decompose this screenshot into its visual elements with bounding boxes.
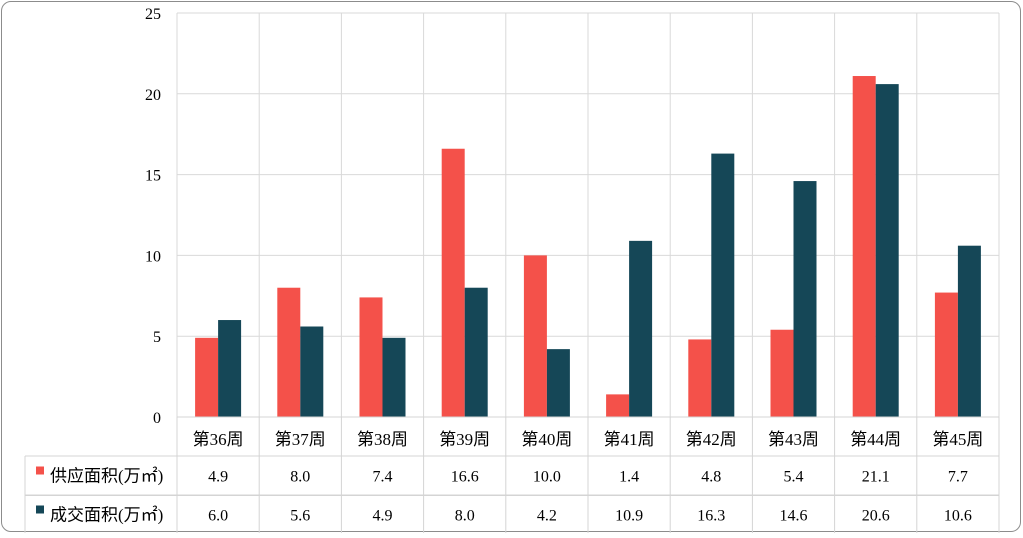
- bar-deal-5: [629, 240, 653, 417]
- data-cell: 16.3: [697, 508, 725, 525]
- bar-supply-4: [523, 255, 547, 417]
- data-cell: 5.4: [784, 469, 804, 486]
- x-category-label: 第39周: [439, 430, 490, 449]
- data-cell: 8.0: [290, 469, 310, 486]
- x-category-label: 第44周: [850, 430, 901, 449]
- data-cell: 21.1: [862, 469, 890, 486]
- bars: [195, 76, 981, 418]
- bar-deal-0: [218, 320, 242, 417]
- x-category-label: 第43周: [768, 430, 819, 449]
- bar-supply-9: [934, 292, 958, 417]
- x-category-label: 第36周: [193, 430, 244, 449]
- bar-deal-1: [300, 326, 324, 417]
- bar-supply-3: [441, 148, 465, 417]
- x-category-label: 第37周: [275, 430, 326, 449]
- bar-supply-0: [195, 337, 219, 417]
- data-cell: 4.8: [701, 469, 721, 486]
- data-cell: 14.6: [780, 508, 808, 525]
- bar-deal-8: [875, 84, 899, 417]
- data-cell: 7.7: [948, 469, 968, 486]
- y-tick-label: 10: [145, 248, 161, 265]
- legend-key-supply: [36, 466, 44, 475]
- data-cell: 7.4: [373, 469, 393, 486]
- bar-deal-3: [464, 287, 488, 417]
- legend-label-deal: 成交面积(万㎡): [50, 506, 163, 525]
- y-tick-label: 25: [145, 6, 161, 23]
- y-tick-label: 5: [153, 329, 161, 346]
- x-category-label: 第41周: [604, 430, 655, 449]
- data-cell: 4.9: [208, 469, 228, 486]
- data-cell: 4.2: [537, 508, 557, 525]
- bar-supply-8: [852, 76, 876, 418]
- data-cell: 8.0: [455, 508, 475, 525]
- data-cell: 1.4: [619, 469, 639, 486]
- x-category-label: 第38周: [357, 430, 408, 449]
- bar-supply-6: [688, 339, 712, 417]
- legend-label-supply: 供应面积(万㎡): [50, 467, 163, 486]
- bar-deal-7: [793, 181, 817, 417]
- bar-supply-2: [359, 297, 383, 417]
- bar-supply-1: [277, 287, 301, 417]
- x-category-label: 第40周: [521, 430, 572, 449]
- data-table: 第36周 第37周 第38周 第39周 第40周 第41周 第42周 第43周 第44周 第45周…: [24, 416, 1000, 534]
- bar-deal-4: [546, 349, 570, 417]
- grid-lines: [176, 12, 1000, 418]
- data-cell: 10.0: [533, 469, 561, 486]
- bar-deal-9: [957, 245, 981, 417]
- bar-supply-7: [770, 329, 794, 417]
- data-cell: 20.6: [862, 508, 890, 525]
- y-tick-label: 20: [145, 87, 161, 104]
- y-tick-label: 15: [145, 168, 161, 185]
- data-cell: 4.9: [373, 508, 393, 525]
- legend-key-deal: [36, 505, 44, 514]
- data-cell: 16.6: [451, 469, 479, 486]
- y-tick-label: 0: [153, 410, 161, 427]
- data-cell: 6.0: [208, 508, 228, 525]
- bar-deal-2: [382, 337, 406, 417]
- data-cell: 5.6: [290, 508, 310, 525]
- y-axis: 0 5 10 15 20 25: [145, 6, 161, 427]
- bar-deal-6: [711, 153, 735, 418]
- x-category-label: 第42周: [686, 430, 737, 449]
- bar-supply-5: [606, 394, 630, 417]
- x-category-label: 第45周: [932, 430, 983, 449]
- data-cell: 10.6: [944, 508, 972, 525]
- data-cell: 10.9: [615, 508, 643, 525]
